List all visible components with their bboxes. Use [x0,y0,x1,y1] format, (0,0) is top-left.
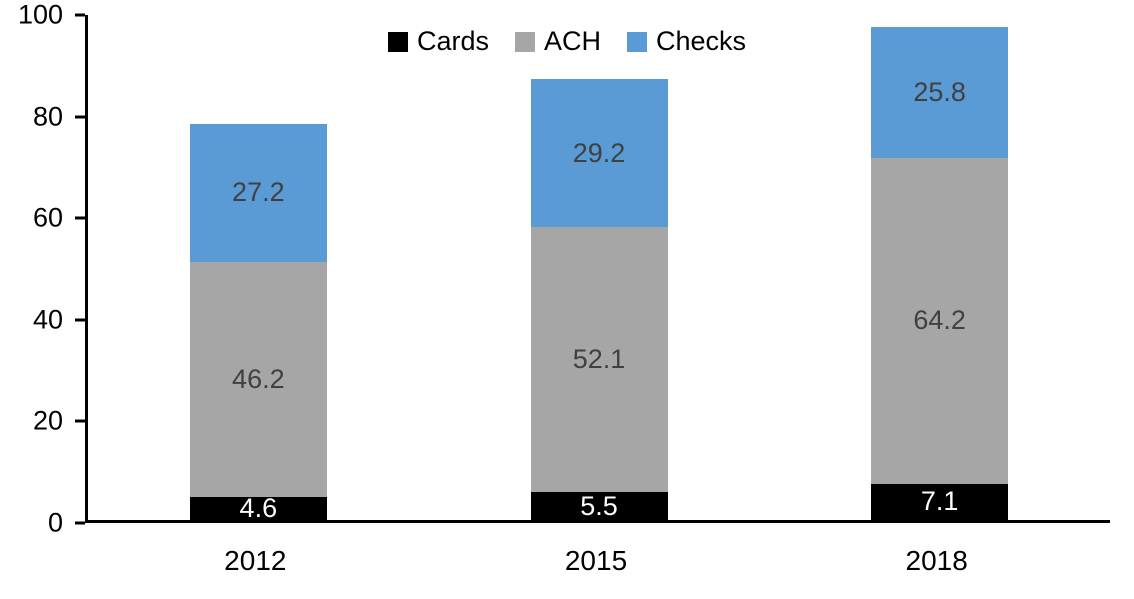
bar-value-label: 4.6 [239,492,278,523]
bar-value-label: 52.1 [572,344,626,375]
y-axis: 0 20 40 60 80 100 [0,0,85,538]
bar-segment-ach-2015: 52.1 [530,227,668,493]
y-tick-mark [75,216,85,220]
bar-segment-checks-2012: 27.2 [189,123,327,262]
bar-value-label: 29.2 [572,137,626,168]
legend-swatch-icon [514,31,535,52]
y-tick-label: 0 [47,507,63,538]
x-axis: 2012 2015 2018 [85,545,1110,585]
legend-label: Cards [416,26,489,56]
legend-label: ACH [543,26,601,56]
bar-segment-checks-2015: 29.2 [530,79,668,228]
bar-segment-cards-2012: 4.6 [189,492,327,523]
legend-swatch-icon [387,31,408,52]
y-tick-mark [75,115,85,119]
bar-segment-checks-2018: 25.8 [871,26,1009,158]
bar-value-label: 46.2 [232,363,285,394]
bar-value-label: 5.5 [580,490,618,521]
legend-item-checks: Checks [627,28,746,55]
y-tick-label: 80 [32,101,63,132]
bar-value-label: 64.2 [913,305,966,336]
x-tick-label-2018: 2018 [905,545,968,576]
bar-value-label: 7.1 [920,486,959,517]
x-tick-label-2012: 2012 [224,545,287,576]
y-tick-mark [75,318,85,322]
y-tick-label: 100 [17,0,63,30]
y-tick-label: 20 [32,405,63,436]
plot-area: 4.6 46.2 27.2 5.5 52.1 29.2 7.1 64.2 25.8 [85,15,1110,523]
bar-value-label: 25.8 [913,76,966,107]
legend-item-cards: Cards [387,26,489,56]
legend-label: Checks [656,26,747,56]
y-tick-mark [75,13,85,17]
x-tick-label-2015: 2015 [564,545,628,576]
bar-segment-ach-2018: 64.2 [871,157,1009,484]
bar-segment-cards-2015: 5.5 [530,490,668,521]
bar-value-label: 27.2 [232,177,285,208]
y-tick-mark [75,419,85,423]
y-tick-label: 60 [32,202,63,233]
legend-swatch-icon [627,31,647,52]
y-tick-label: 40 [32,304,63,335]
y-tick-mark [75,521,85,525]
bar-segment-cards-2018: 7.1 [871,483,1009,520]
legend-item-ach: ACH [514,26,601,56]
chart-legend: Cards ACH Checks [0,28,1134,55]
bar-segment-ach-2012: 46.2 [189,261,327,497]
